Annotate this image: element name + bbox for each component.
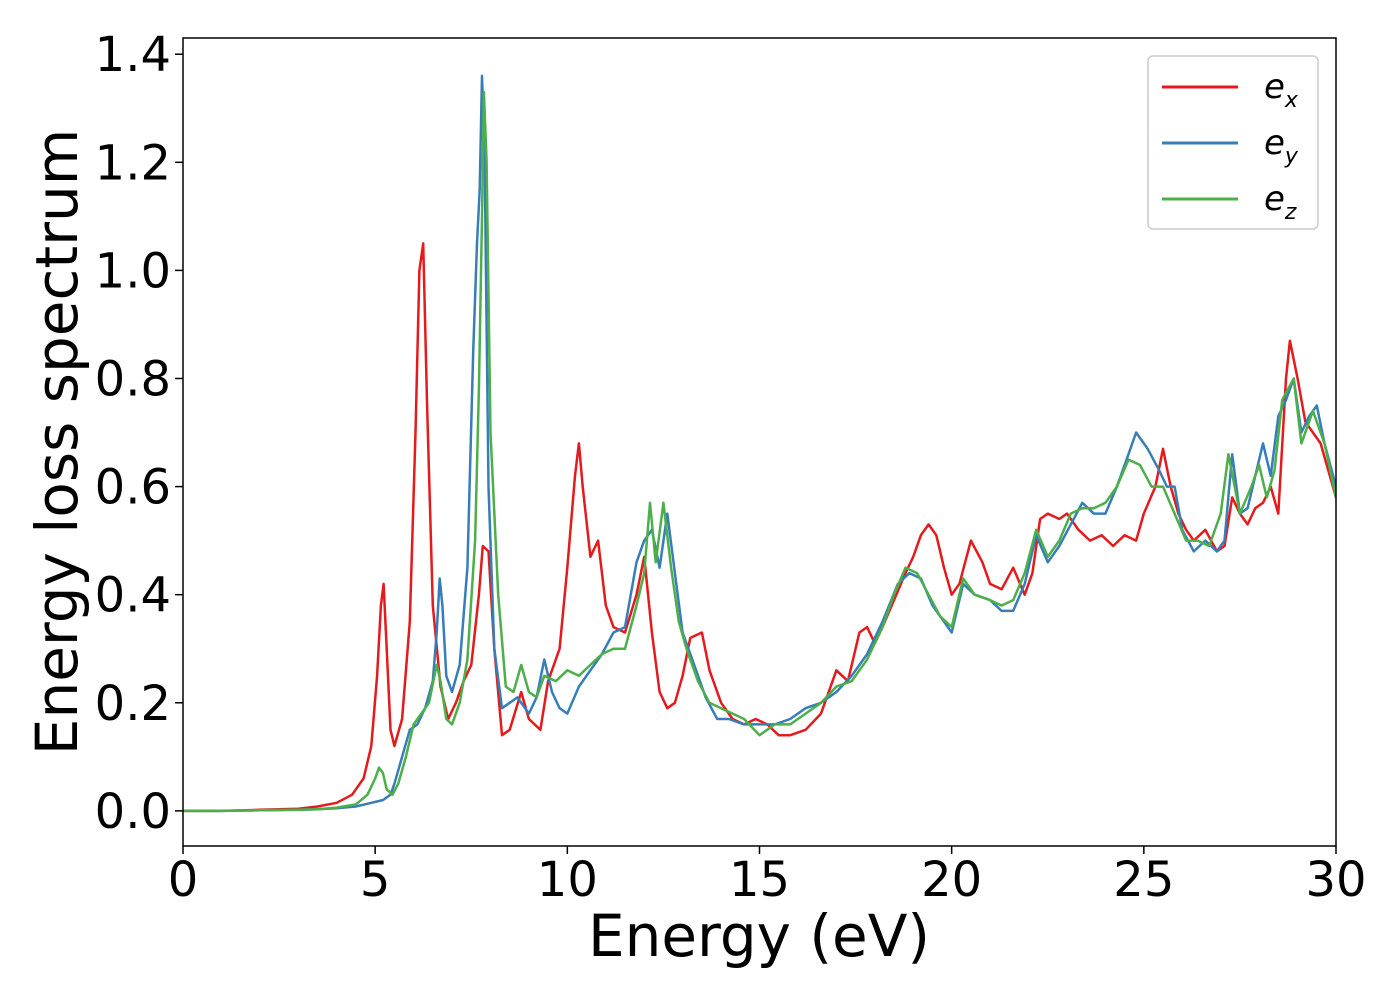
series-line-z xyxy=(183,90,1336,813)
legend-label-y: ey xyxy=(1264,123,1299,169)
x-tick-label: 25 xyxy=(1113,852,1174,908)
series-layer xyxy=(183,74,1336,813)
y-tick-label: 0.8 xyxy=(95,351,171,407)
y-tick-label: 0.0 xyxy=(95,784,171,840)
y-tick-label: 1.0 xyxy=(95,243,171,299)
x-tick-label: 15 xyxy=(729,852,790,908)
x-tick-label: 30 xyxy=(1305,852,1366,908)
x-tick-label: 0 xyxy=(168,852,199,908)
x-tick-label: 10 xyxy=(537,852,598,908)
y-tick-label: 1.2 xyxy=(95,135,171,191)
y-axis-label: Energy loss spectrum xyxy=(23,129,91,755)
legend-label-z: ez xyxy=(1264,179,1297,225)
y-tick-label: 0.2 xyxy=(95,676,171,732)
x-tick-label: 5 xyxy=(360,852,391,908)
legend-label-x: ex xyxy=(1264,67,1299,113)
y-tick-label: 1.4 xyxy=(95,27,171,83)
x-tick-label: 20 xyxy=(921,852,982,908)
legend: ex ey ez xyxy=(1147,55,1319,230)
x-axis-ticks: 0 5 10 15 20 25 30 xyxy=(168,846,1367,908)
y-tick-label: 0.6 xyxy=(95,460,171,516)
series-line-y xyxy=(183,74,1336,813)
x-axis-label: Energy (eV) xyxy=(588,902,930,970)
y-tick-label: 0.4 xyxy=(95,568,171,624)
y-axis-ticks: 0.0 0.2 0.4 0.6 0.8 1.0 1.2 1.4 xyxy=(95,27,183,840)
